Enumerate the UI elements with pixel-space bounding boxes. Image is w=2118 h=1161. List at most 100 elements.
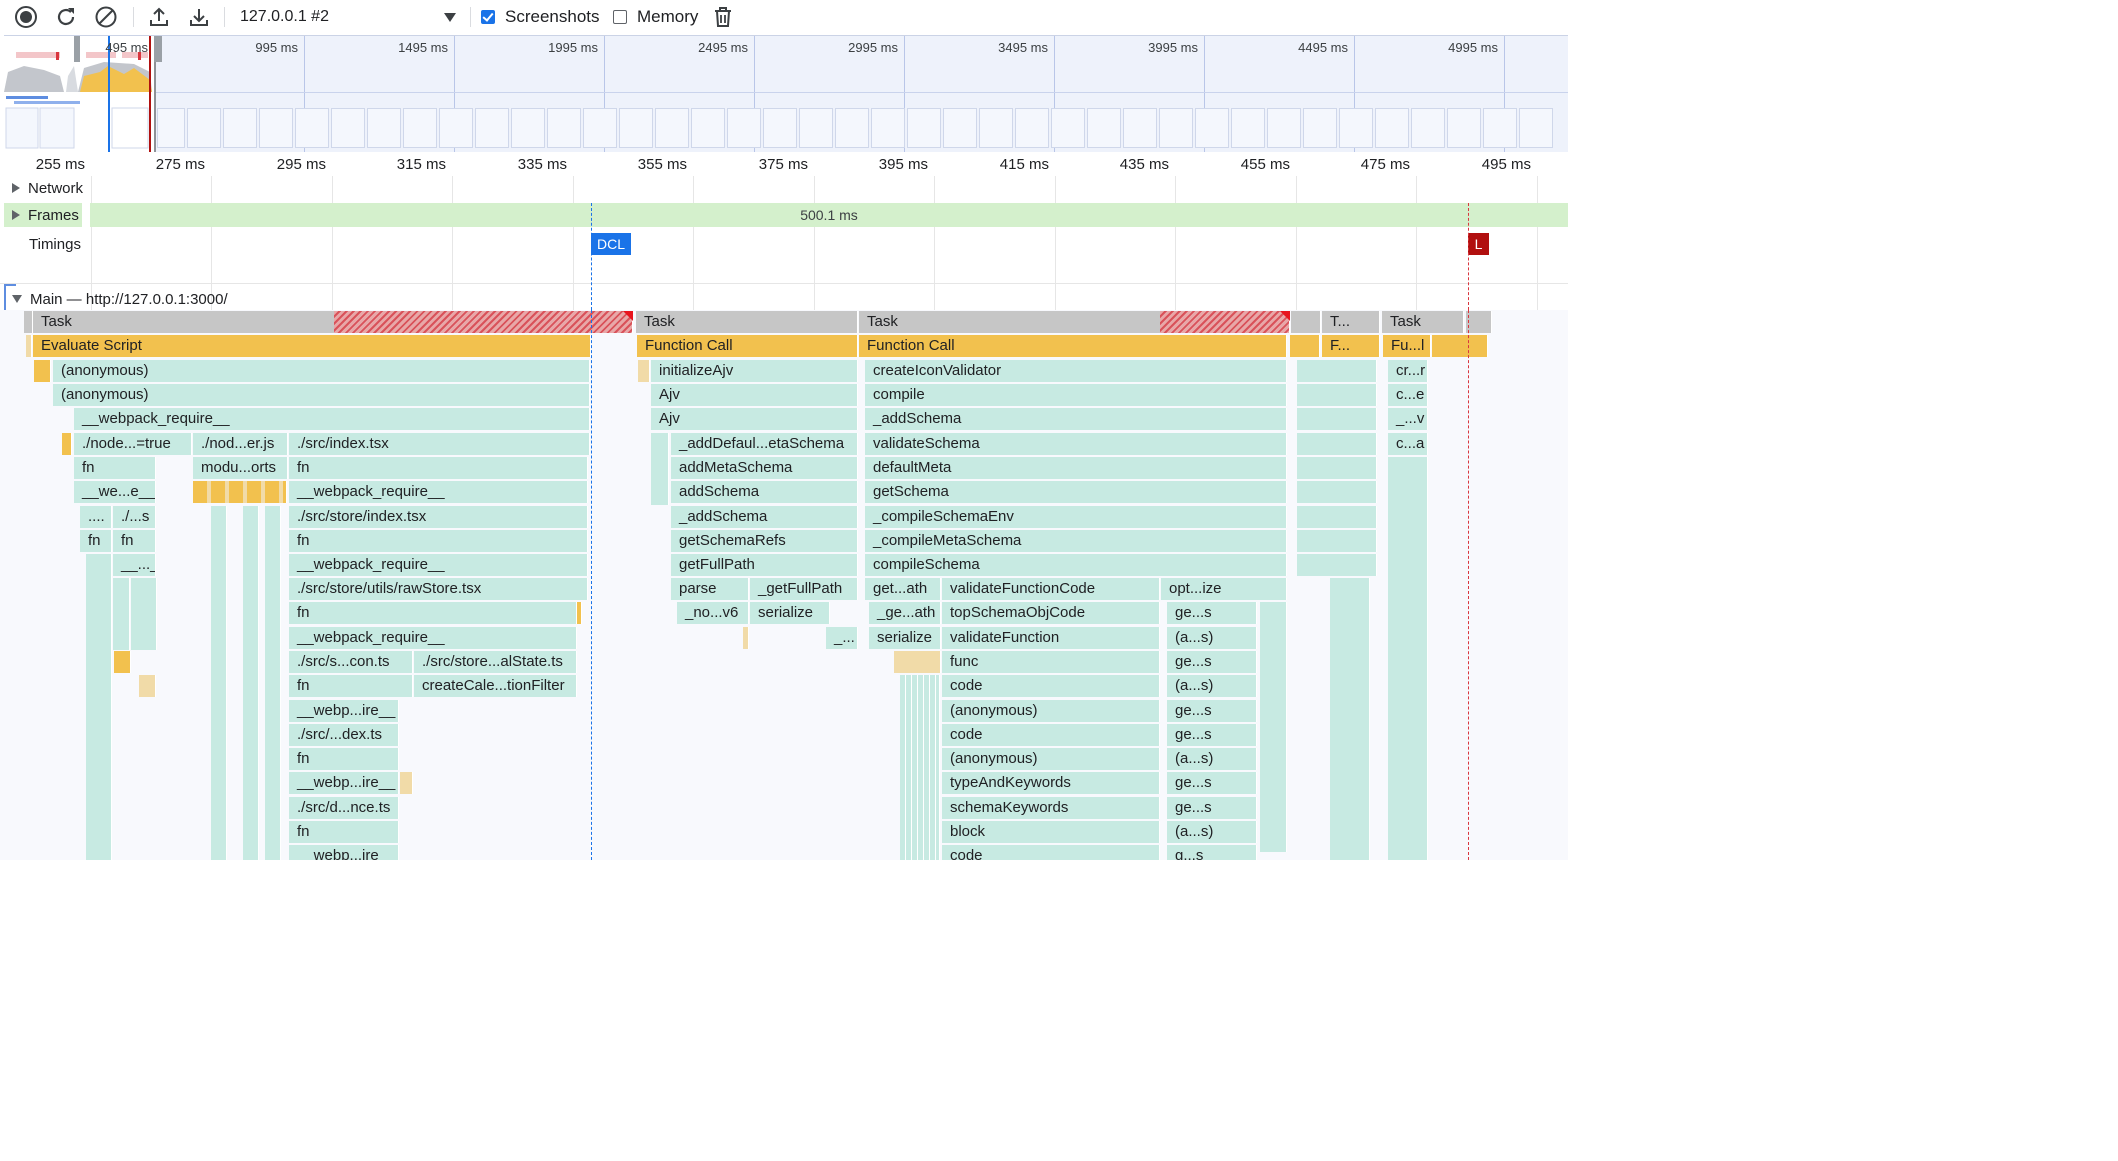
js-frame[interactable]: getFullPath	[671, 554, 858, 576]
frames-track-header[interactable]: Frames	[12, 205, 79, 225]
target-select[interactable]: 127.0.0.1 #2	[232, 4, 462, 30]
function-call-block[interactable]	[1432, 335, 1488, 357]
dcl-marker[interactable]: DCL	[591, 233, 631, 255]
js-frame[interactable]: g...s	[1167, 845, 1257, 860]
screenshot-thumbnail[interactable]	[619, 108, 653, 148]
js-frame[interactable]: compile	[865, 384, 1287, 406]
js-frame[interactable]: __webpack_require__	[289, 627, 577, 649]
js-frame[interactable]: code	[942, 724, 1160, 746]
js-frame[interactable]: __webpack_require__	[289, 554, 588, 576]
expand-arrow-icon[interactable]	[12, 183, 20, 193]
js-frame[interactable]: __we...e__	[74, 481, 156, 503]
js-frame[interactable]: ./...s	[113, 506, 156, 528]
js-frame[interactable]: (a...s)	[1167, 821, 1257, 843]
js-frame[interactable]: topSchemaObjCode	[942, 602, 1160, 624]
js-frame[interactable]: (anonymous)	[942, 700, 1160, 722]
screenshot-thumbnail[interactable]	[1483, 108, 1517, 148]
script-block[interactable]	[193, 481, 287, 503]
screenshot-thumbnail[interactable]	[1087, 108, 1121, 148]
js-frame[interactable]: block	[942, 821, 1160, 843]
js-frame[interactable]: validateFunction	[942, 627, 1160, 649]
js-frame[interactable]: typeAndKeywords	[942, 772, 1160, 794]
time-ruler[interactable]: 255 ms 275 ms 295 ms 315 ms 335 ms 355 m…	[0, 152, 1568, 176]
js-frame[interactable]	[1297, 408, 1377, 430]
js-frame-stack[interactable]	[1260, 602, 1287, 852]
main-flame-chart[interactable]: Task Task Task T... Task Evaluate Script…	[0, 310, 1568, 860]
function-call-block[interactable]	[1290, 335, 1320, 357]
js-frame[interactable]	[1297, 506, 1377, 528]
screenshot-thumbnail[interactable]	[1519, 108, 1553, 148]
js-frame[interactable]: _addDefaul...etaSchema	[671, 433, 858, 455]
script-block[interactable]	[26, 335, 32, 357]
js-frame-stack[interactable]	[211, 506, 227, 860]
js-frame[interactable]: _compileSchemaEnv	[865, 506, 1287, 528]
network-track-header[interactable]: Network	[12, 178, 83, 198]
js-frame[interactable]: fn	[74, 457, 156, 479]
screenshots-checkbox[interactable]: Screenshots	[481, 6, 600, 28]
screenshot-thumbnail[interactable]	[1411, 108, 1445, 148]
screenshot-thumbnail[interactable]	[511, 108, 545, 148]
js-frame[interactable]: cr...r	[1388, 360, 1428, 382]
js-frame[interactable]: ./src/s...con.ts	[289, 651, 413, 673]
task-block[interactable]	[24, 311, 33, 333]
js-frame[interactable]: ....	[80, 506, 112, 528]
overview-resize-handle[interactable]	[154, 36, 162, 62]
screenshot-thumbnail[interactable]	[907, 108, 941, 148]
js-frame[interactable]: fn	[113, 530, 156, 552]
screenshot-thumbnail[interactable]	[223, 108, 257, 148]
reload-icon[interactable]	[53, 4, 79, 30]
js-frame[interactable]: fn	[289, 602, 577, 624]
screenshot-thumbnail[interactable]	[727, 108, 761, 148]
js-frame[interactable]: addSchema	[671, 481, 858, 503]
overview-selection-window[interactable]	[4, 36, 156, 152]
js-frame[interactable]: (a...s)	[1167, 748, 1257, 770]
download-icon[interactable]	[186, 4, 212, 30]
js-frame[interactable]: _...	[826, 627, 858, 649]
js-frame[interactable]: code	[942, 845, 1160, 860]
js-frame[interactable]: _addSchema	[865, 408, 1287, 430]
screenshot-thumbnail[interactable]	[1051, 108, 1085, 148]
js-frame[interactable]: __webp...ire__	[289, 845, 399, 860]
js-frame[interactable]: _compileMetaSchema	[865, 530, 1287, 552]
js-frame[interactable]: c...a	[1388, 433, 1428, 455]
clear-icon[interactable]	[93, 4, 119, 30]
function-call-block[interactable]: Fu...l	[1383, 335, 1431, 357]
timeline-overview[interactable]: 495 ms 995 ms 1495 ms 1995 ms 2495 ms 29…	[4, 35, 1568, 153]
js-frame[interactable]: (anonymous)	[942, 748, 1160, 770]
js-frame[interactable]: __..._	[113, 554, 156, 576]
screenshot-thumbnail[interactable]	[835, 108, 869, 148]
checkbox-unchecked-icon[interactable]	[613, 10, 627, 24]
js-frame[interactable]: (anonymous)	[53, 360, 590, 382]
screenshot-thumbnail[interactable]	[157, 108, 185, 148]
js-frame[interactable]: __webpack_require__	[74, 408, 590, 430]
main-track-header[interactable]: Main — http://127.0.0.1:3000/	[12, 289, 228, 309]
screenshot-thumbnail[interactable]	[1231, 108, 1265, 148]
js-frame[interactable]	[1297, 481, 1377, 503]
screenshot-thumbnail[interactable]	[331, 108, 365, 148]
js-frame[interactable]: ge...s	[1167, 651, 1257, 673]
script-block[interactable]	[139, 675, 156, 697]
js-frame[interactable]: parse	[671, 578, 749, 600]
js-frame[interactable]: addMetaSchema	[671, 457, 858, 479]
screenshot-thumbnail[interactable]	[655, 108, 689, 148]
screenshot-thumbnail[interactable]	[1195, 108, 1229, 148]
js-frame-stack[interactable]	[86, 554, 112, 860]
js-frame[interactable]: Ajv	[651, 408, 858, 430]
screenshot-thumbnail[interactable]	[439, 108, 473, 148]
record-icon[interactable]	[13, 4, 39, 30]
script-block[interactable]	[400, 772, 413, 794]
screenshot-thumbnail[interactable]	[1015, 108, 1049, 148]
js-frame[interactable]: createIconValidator	[865, 360, 1287, 382]
expand-arrow-icon[interactable]	[12, 210, 20, 220]
js-frame[interactable]: ge...s	[1167, 700, 1257, 722]
js-frame[interactable]	[1297, 530, 1377, 552]
screenshot-thumbnail[interactable]	[403, 108, 437, 148]
js-frame-stack[interactable]	[113, 578, 130, 650]
js-frame[interactable]: validateSchema	[865, 433, 1287, 455]
js-frame[interactable]: _...v	[1388, 408, 1428, 430]
script-block[interactable]	[577, 602, 582, 624]
js-frame[interactable]: ./node...=true	[74, 433, 192, 455]
screenshot-thumbnail[interactable]	[691, 108, 725, 148]
js-frame[interactable]: schemaKeywords	[942, 797, 1160, 819]
js-frame[interactable]: ./src/store/index.tsx	[289, 506, 588, 528]
